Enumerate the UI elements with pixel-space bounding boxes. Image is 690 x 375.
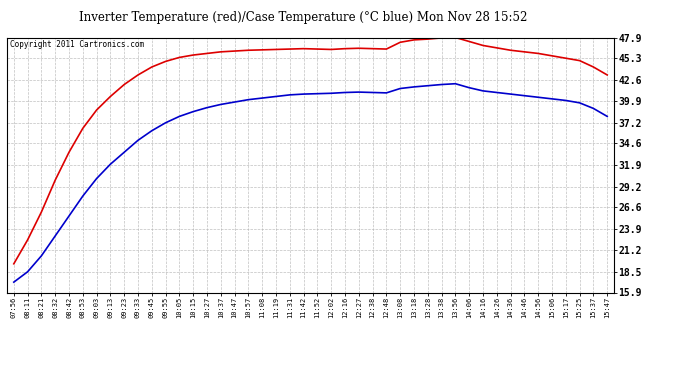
Text: Copyright 2011 Cartronics.com: Copyright 2011 Cartronics.com: [10, 40, 144, 49]
Text: Inverter Temperature (red)/Case Temperature (°C blue) Mon Nov 28 15:52: Inverter Temperature (red)/Case Temperat…: [79, 11, 528, 24]
